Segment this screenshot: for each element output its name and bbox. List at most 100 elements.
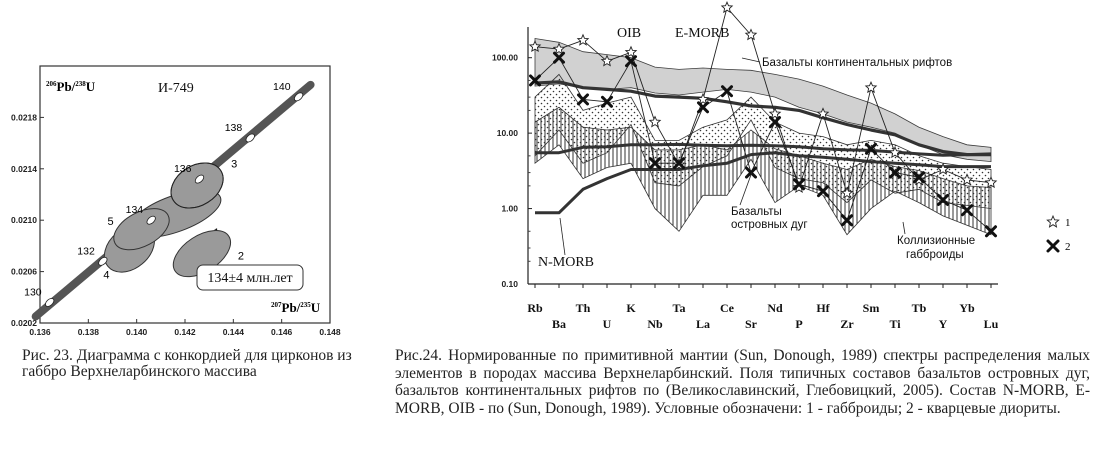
marker-star xyxy=(960,173,974,186)
marker-star xyxy=(696,92,710,105)
spider-x-tick-label: K xyxy=(626,301,636,315)
error-ellipse-3-outline xyxy=(170,162,224,209)
legend-label: 2 xyxy=(1065,241,1071,253)
marker-cross xyxy=(721,85,733,98)
spider-x-tick-label: Th xyxy=(576,301,591,315)
age-mark-label: 140 xyxy=(273,81,291,93)
marker-star xyxy=(792,180,806,193)
concordia-y-tick-label: 0.0218 xyxy=(11,112,37,122)
marker-cross xyxy=(913,171,925,184)
marker-cross xyxy=(577,93,589,106)
spider-x-tick-label: Sm xyxy=(863,301,880,315)
concordia-x-tick-label: 0.140 xyxy=(126,327,148,337)
concordia-y-label: 206Pb/238U xyxy=(46,79,96,94)
spider-x-tick-label: Yb xyxy=(959,301,975,315)
spider-diagram: 100.00 10.00 1.00 0.10 Rb Ba Th UK Nb Ta La Ce Sr Nd… xyxy=(492,1,1071,331)
marker-cross xyxy=(937,193,949,206)
age-mark-label: 134 xyxy=(126,204,144,216)
marker-cross xyxy=(865,142,877,155)
collision-field-label-1: Коллизионные xyxy=(897,235,975,247)
age-mark xyxy=(98,256,108,266)
marker-cross xyxy=(793,178,805,191)
marker-cross xyxy=(769,116,781,129)
legend-star-icon xyxy=(1046,214,1060,228)
age-mark xyxy=(245,133,255,143)
collision-pointer xyxy=(902,221,906,235)
marker-cross xyxy=(889,166,901,179)
marker-star xyxy=(840,186,854,199)
legend-label: 1 xyxy=(1065,217,1071,229)
collision-field-label-2: габброиды xyxy=(906,249,964,261)
oib-label: OIB xyxy=(617,26,641,41)
spider-legend: 12 xyxy=(1046,214,1071,253)
marker-cross xyxy=(553,51,565,64)
age-annotation-box xyxy=(196,264,304,291)
age-mark-label: 138 xyxy=(225,122,243,134)
rift-field-label: Базальты континентальных рифтов xyxy=(762,57,952,69)
marker-star xyxy=(744,28,758,41)
ellipse-label-3: 3 xyxy=(231,159,237,171)
marker-star xyxy=(984,176,998,189)
marker-star xyxy=(720,1,734,14)
marker-star xyxy=(600,54,614,67)
spider-y-ticks: 100.00 10.00 1.00 0.10 xyxy=(492,53,532,289)
spider-x-ticks: Rb Ba Th UK Nb Ta La Ce Sr Nd P Hf Zr Sm Ti Tb Y Yb Lu xyxy=(527,284,999,331)
age-mark xyxy=(146,215,156,225)
marker-star xyxy=(888,146,902,159)
marker-star xyxy=(648,115,662,128)
emorb-label: E-MORB xyxy=(675,26,729,41)
ellipse-label-2: 2 xyxy=(238,251,244,263)
concordia-y-ticks: 0.0202 0.0206 0.0210 0.0214 0.0218 xyxy=(11,112,44,328)
spider-x-tick-label: Nb xyxy=(647,317,663,331)
spider-y-tick-label: 10.00 xyxy=(497,128,519,138)
spider-x-tick-label: Sr xyxy=(745,317,758,331)
spider-x-tick-label: Hf xyxy=(816,301,830,315)
marker-star xyxy=(936,162,950,175)
spider-x-tick-label: Ta xyxy=(673,301,686,315)
marker-cross xyxy=(673,157,685,170)
age-mark-label: 136 xyxy=(174,163,192,175)
marker-cross xyxy=(601,95,613,108)
concordia-y-tick-label: 0.0206 xyxy=(11,267,37,277)
spider-x-tick-label: U xyxy=(603,317,612,331)
age-mark xyxy=(45,298,55,307)
spider-x-tick-label: Ba xyxy=(552,317,566,331)
age-mark-label: 130 xyxy=(24,286,42,298)
concordia-y-tick-label: 0.0210 xyxy=(11,215,37,225)
marker-star xyxy=(576,33,590,46)
spider-x-tick-label: Ti xyxy=(889,317,901,331)
marker-cross xyxy=(745,166,757,179)
marker-star xyxy=(528,40,542,53)
marker-star xyxy=(552,42,566,55)
marker-star xyxy=(864,81,878,94)
concordia-x-tick-label: 0.146 xyxy=(271,327,293,337)
rift-pointer xyxy=(741,57,761,63)
concordia-x-tick-label: 0.142 xyxy=(174,327,196,337)
spider-x-tick-label: Zr xyxy=(840,317,854,331)
error-ellipses: 12345 xyxy=(103,159,244,282)
series-line-n-morb xyxy=(535,151,991,215)
spider-x-tick-label: Rb xyxy=(527,301,543,315)
nmorb-pointer xyxy=(559,217,566,256)
arc-field-label-1: Базальты xyxy=(731,206,782,218)
concordia-x-tick-label: 0.148 xyxy=(319,327,341,337)
marker-star xyxy=(624,45,638,58)
spider-x-tick-label: Y xyxy=(939,317,948,331)
marker-cross xyxy=(961,204,973,217)
marker-star xyxy=(816,107,830,120)
spider-x-tick-label: P xyxy=(795,317,802,331)
marker-cross xyxy=(697,101,709,114)
concordia-x-tick-label: 0.138 xyxy=(78,327,100,337)
marker-cross xyxy=(817,185,829,198)
spider-x-tick-label: Nd xyxy=(767,301,783,315)
figure-23-caption: Рис. 23. Диаграмма с конкордией для цирк… xyxy=(22,347,352,380)
concordia-x-tick-label: 0.144 xyxy=(223,327,245,337)
arc-field-label-2: островных дуг xyxy=(731,219,808,231)
age-mark xyxy=(194,174,205,184)
marker-cross xyxy=(985,225,997,238)
sample-title: И-749 xyxy=(158,81,194,96)
marker-cross xyxy=(841,214,853,227)
concordia-x-label: 207Pb/235U xyxy=(271,300,321,315)
age-mark-label: 132 xyxy=(77,245,95,257)
